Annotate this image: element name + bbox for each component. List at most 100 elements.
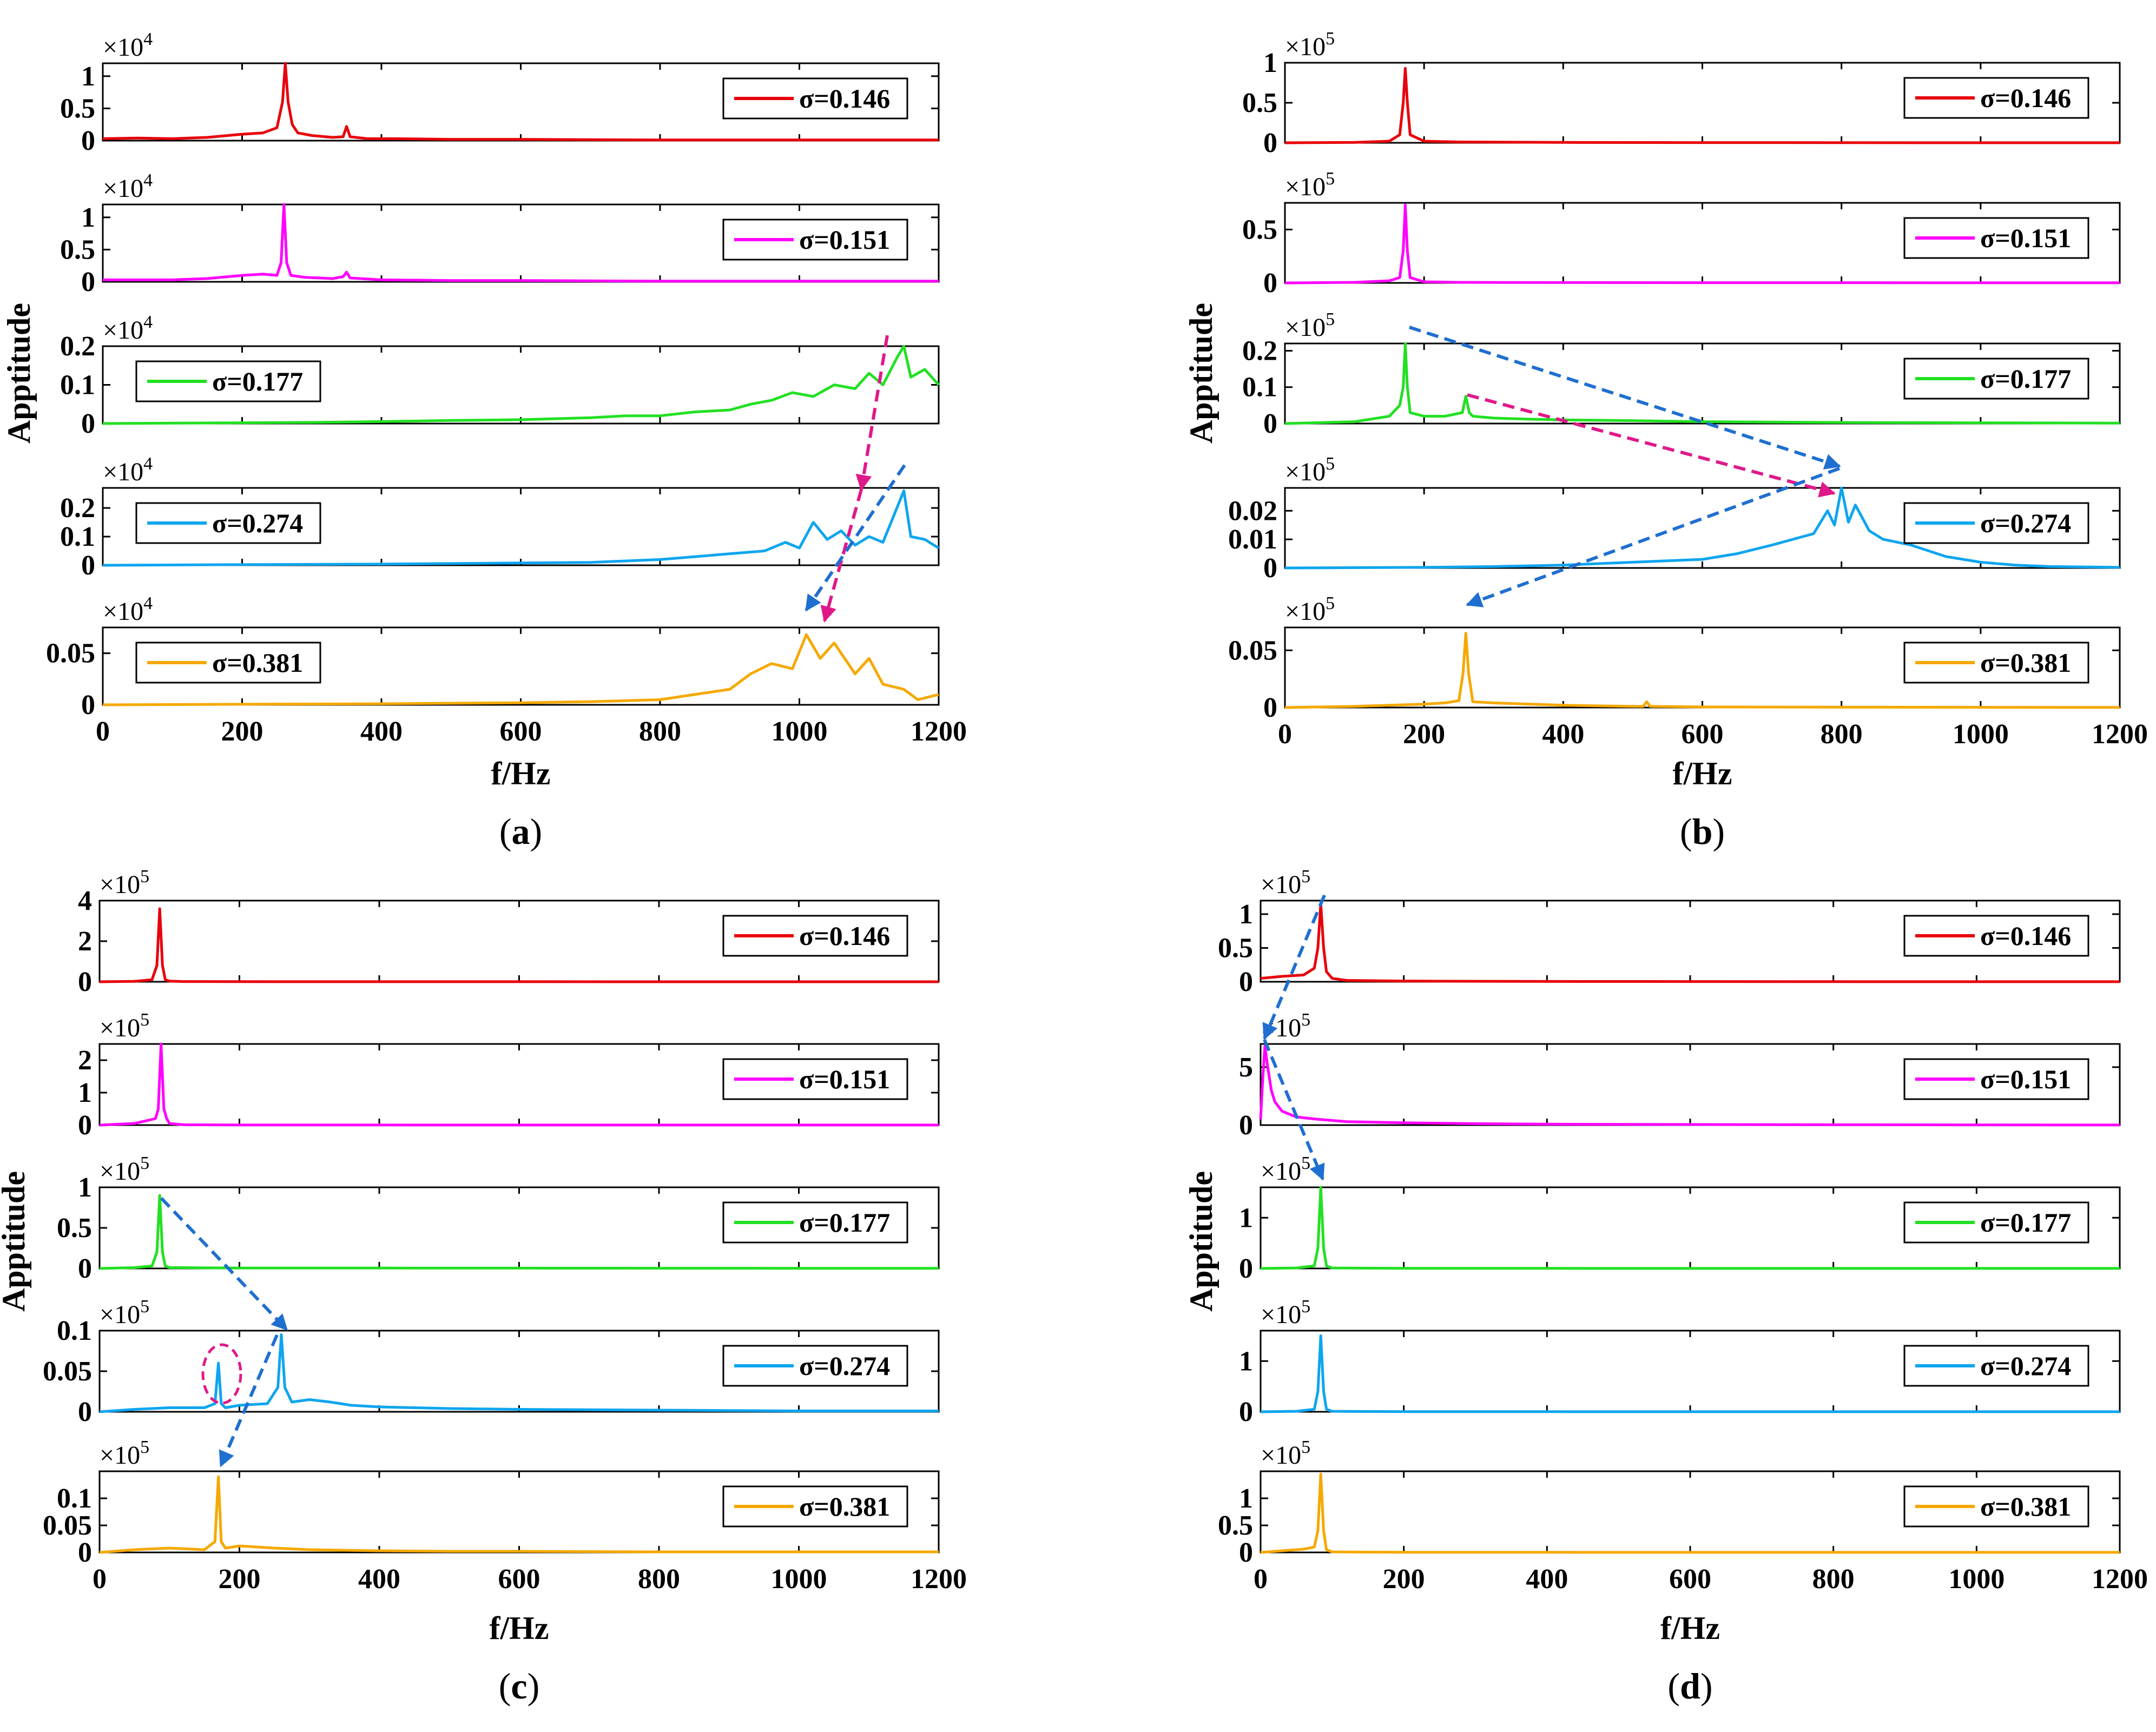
subplot-4: 00.10.2 ×104 σ=0.274 (60, 454, 940, 581)
panel-caption: (d) (1667, 1665, 1712, 1707)
y-tick-label: 0 (1263, 408, 1277, 439)
y-multiplier: ×105 (1261, 1153, 1310, 1186)
y-tick-label: 0.01 (1228, 524, 1277, 555)
x-tick-label: 400 (360, 716, 403, 747)
y-tick-label: 0 (1239, 967, 1253, 997)
legend: σ=0.146 (1903, 915, 2089, 957)
y-tick-label: 1 (78, 1077, 92, 1108)
x-axis-label: f/Hz (490, 1610, 549, 1646)
legend-label: σ=0.146 (799, 83, 890, 114)
y-multiplier-exponent: 5 (1301, 1153, 1310, 1173)
subplot-5: 0 0.05 ×104 σ=0.381 (46, 593, 940, 720)
y-tick-label: 0.2 (1242, 335, 1277, 366)
y-multiplier: ×105 (100, 1297, 149, 1329)
y-tick-label: 0 (81, 690, 95, 720)
x-tick-label: 800 (638, 1564, 680, 1595)
y-tick-label: 0.5 (60, 93, 95, 124)
y-multiplier-exponent: 5 (140, 867, 149, 887)
x-tick-label: 400 (1526, 1564, 1568, 1595)
y-multiplier-exponent: 5 (1301, 1010, 1310, 1030)
y-tick-label: 1 (1263, 48, 1277, 78)
legend: σ=0.381 (135, 642, 321, 684)
series-line (1284, 486, 2120, 570)
x-tick-label: 1200 (911, 716, 967, 747)
legend-label: σ=0.146 (1980, 921, 2071, 951)
y-tick-label: 0.2 (60, 331, 95, 362)
legend: σ=0.146 (1903, 77, 2089, 119)
y-tick-label: 0 (78, 1397, 92, 1427)
y-multiplier-exponent: 4 (143, 29, 153, 49)
y-tick-label: 0.5 (1218, 933, 1253, 964)
legend-label: σ=0.151 (799, 224, 890, 255)
y-tick-label: 0.5 (1242, 214, 1277, 245)
y-tick-label: 4 (78, 885, 92, 916)
y-axis-label: Apptitude (1, 303, 37, 444)
x-tick-label: 800 (639, 716, 681, 747)
y-multiplier: ×105 (1285, 593, 1335, 626)
y-tick-label: 0 (1239, 1110, 1253, 1141)
x-axis-label: f/Hz (1673, 756, 1732, 791)
y-tick-label: 1 (78, 1172, 92, 1203)
subplot-3: 0 0.1 0.2 ×105 σ=0.177 (1242, 309, 2121, 439)
x-tick-label: 400 (358, 1564, 400, 1595)
y-multiplier-exponent: 4 (143, 170, 153, 190)
x-tick-label: 200 (219, 1564, 261, 1595)
y-multiplier-exponent: 5 (1301, 1437, 1310, 1457)
x-axis-label: f/Hz (491, 756, 551, 791)
legend: σ=0.151 (1903, 1058, 2089, 1100)
y-tick-label: 0 (78, 1110, 92, 1141)
y-multiplier: ×105 (100, 867, 149, 899)
y-tick-label: 0 (1239, 1397, 1253, 1427)
legend-label: σ=0.151 (799, 1064, 890, 1094)
panel-c: 024×105σ=0.146012×105σ=0.15100.51×105σ=0… (0, 867, 967, 1707)
y-multiplier-exponent: 5 (1326, 309, 1335, 329)
subplot-5: 0 0.05 ×105 σ=0.381 (1228, 593, 2121, 723)
legend: σ=0.274 (722, 1345, 908, 1387)
series-line (1284, 342, 2120, 425)
subplot-1: 0 2 4 ×105 σ=0.146 (78, 867, 940, 997)
legend-label: σ=0.177 (212, 366, 303, 396)
x-tick-label: 0 (1254, 1564, 1268, 1595)
y-multiplier: ×105 (100, 1437, 149, 1470)
y-tick-label: 0.5 (1218, 1510, 1253, 1541)
subplot-5: 00.51 ×105 σ=0.381 (1218, 1437, 2121, 1568)
series-line (99, 907, 939, 983)
y-tick-label: 0.5 (1242, 88, 1277, 118)
legend: σ=0.151 (1903, 217, 2089, 259)
legend: σ=0.177 (1903, 358, 2089, 400)
series-line (99, 1475, 939, 1554)
annotation-arrow (855, 335, 889, 491)
legend-label: σ=0.151 (1980, 223, 2071, 253)
legend: σ=0.381 (1903, 1485, 2089, 1528)
y-multiplier: ×105 (1285, 169, 1335, 201)
legend-label: σ=0.381 (799, 1491, 890, 1522)
y-tick-label: 0.5 (60, 234, 95, 265)
legend: σ=0.177 (722, 1201, 908, 1244)
y-multiplier: ×105 (100, 1153, 149, 1186)
x-tick-label: 1000 (771, 1564, 827, 1595)
y-tick-label: 2 (78, 1045, 92, 1076)
x-tick-label: 600 (498, 1564, 540, 1595)
y-multiplier: ×105 (1261, 1437, 1310, 1470)
y-tick-label: 0 (78, 967, 92, 997)
x-tick-label: 200 (221, 716, 263, 747)
legend: σ=0.151 (722, 219, 908, 261)
y-multiplier-exponent: 5 (140, 1437, 149, 1457)
y-tick-label: 0.1 (57, 1483, 92, 1514)
y-tick-label: 1 (1239, 1346, 1253, 1377)
y-axis-label: Apptitude (0, 1171, 31, 1312)
subplot-4: 0 0.05 0.1 ×105 σ=0.274 (43, 1297, 940, 1427)
x-tick-label: 0 (1278, 719, 1292, 750)
series-line (1260, 1472, 2120, 1554)
series-line (1260, 1186, 2120, 1270)
y-tick-label: 1 (1239, 1483, 1253, 1514)
legend: σ=0.177 (1903, 1201, 2089, 1244)
legend-label: σ=0.146 (799, 921, 890, 951)
subplot-4: 0 1 ×105 σ=0.274 (1239, 1297, 2121, 1427)
subplot-2: 012 ×105 σ=0.151 (78, 1010, 940, 1141)
y-multiplier-exponent: 5 (1326, 593, 1335, 613)
annotation-arrow (160, 1196, 288, 1331)
highlight-ellipse (201, 1343, 242, 1405)
series-line (1284, 203, 2120, 285)
